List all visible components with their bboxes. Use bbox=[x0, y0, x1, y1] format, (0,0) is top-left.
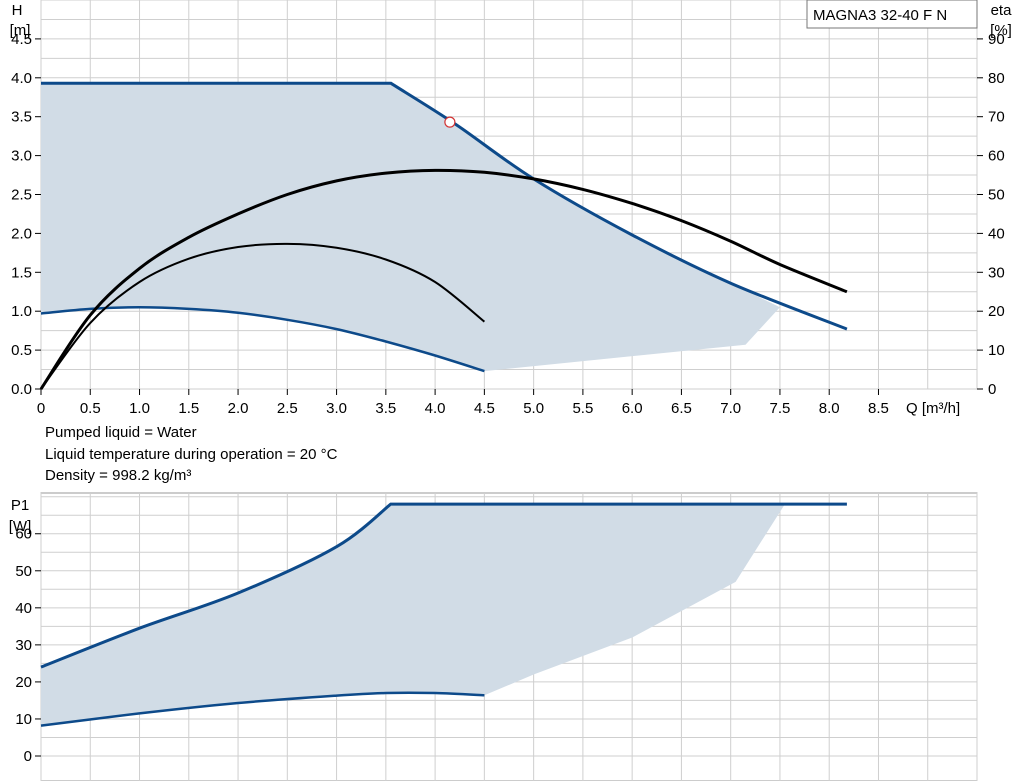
power-chart: 0 10 20 30 40 50 60 P1 [W] bbox=[9, 492, 978, 781]
operating-area bbox=[41, 83, 780, 372]
y-axis-title-unit: [m] bbox=[10, 22, 31, 39]
power-tick-label: 40 bbox=[15, 600, 32, 617]
y2-tick-label: 60 bbox=[988, 148, 1005, 165]
x-tick-label: 5.5 bbox=[572, 400, 593, 417]
x-tick-label: 6.5 bbox=[671, 400, 692, 417]
x-tick-label: 3.0 bbox=[326, 400, 347, 417]
power-tick-label: 50 bbox=[15, 563, 32, 580]
x-tick-label: 1.0 bbox=[129, 400, 150, 417]
x-tick-label: 0.5 bbox=[80, 400, 101, 417]
x-tick-label: 4.0 bbox=[425, 400, 446, 417]
x-tick-label: 0 bbox=[37, 400, 45, 417]
y-tick-label: 2.0 bbox=[11, 225, 32, 242]
power-area bbox=[41, 504, 785, 726]
power-tick-label: 60 bbox=[15, 526, 32, 543]
x-tick-label: 2.5 bbox=[277, 400, 298, 417]
model-label: MAGNA3 32-40 F N bbox=[813, 7, 947, 24]
efficiency-max-curve bbox=[39, 168, 848, 390]
y-tick-label: 4.5 bbox=[11, 31, 32, 48]
power-tick-label: 0 bbox=[24, 748, 32, 765]
power-tick-label: 10 bbox=[15, 711, 32, 728]
liquid-temperature-text: Liquid temperature during operation = 20… bbox=[45, 446, 338, 463]
y-tick-label: 2.5 bbox=[11, 187, 32, 204]
y-tick-label: 0.5 bbox=[11, 342, 32, 359]
power-y-axis-ticks: 0 10 20 30 40 50 60 bbox=[15, 526, 41, 765]
x-tick-label: 1.5 bbox=[178, 400, 199, 417]
y2-tick-label: 10 bbox=[988, 342, 1005, 359]
y-tick-label: 3.5 bbox=[11, 109, 32, 126]
y-tick-label: 1.5 bbox=[11, 264, 32, 281]
x-axis-ticks: 0 0.5 1.0 1.5 2.0 2.5 3.0 3.5 4.0 4.5 5.0 5.5 6.0 6.5… bbox=[37, 389, 889, 417]
x-tick-label: 5.0 bbox=[523, 400, 544, 417]
y2-axis-title-eta: eta bbox=[991, 2, 1013, 19]
x-tick-label: 7.0 bbox=[720, 400, 741, 417]
y2-tick-label: 90 bbox=[988, 31, 1005, 48]
model-label-box bbox=[806, 0, 978, 29]
y2-tick-label: 80 bbox=[988, 70, 1005, 87]
x-tick-label: 2.0 bbox=[228, 400, 249, 417]
y-axis-title-h: H bbox=[12, 2, 23, 19]
power-tick-label: 30 bbox=[15, 637, 32, 654]
min-head-curve bbox=[40, 306, 485, 373]
power-axis-title: P1 bbox=[11, 497, 29, 514]
min-power-curve bbox=[40, 691, 485, 727]
y-tick-label: 4.0 bbox=[11, 70, 32, 87]
y2-axis-ticks: 0 10 20 30 40 50 60 70 80 90 bbox=[977, 31, 1005, 398]
y2-tick-label: 70 bbox=[988, 109, 1005, 126]
y2-tick-label: 40 bbox=[988, 225, 1005, 242]
y2-axis-title-unit: [%] bbox=[990, 22, 1012, 39]
duty-point-marker[interactable] bbox=[444, 116, 456, 128]
max-power-curve bbox=[40, 502, 847, 669]
y2-tick-label: 50 bbox=[988, 187, 1005, 204]
head-efficiency-chart: 0 0.5 1.0 1.5 2.0 2.5 3.0 3.5 4.0 4.5 5.0 5.5 6.0 6.5… bbox=[10, 0, 1013, 417]
pumped-liquid-text: Pumped liquid = Water bbox=[45, 424, 197, 441]
y2-tick-label: 20 bbox=[988, 303, 1005, 320]
y2-tick-label: 0 bbox=[988, 381, 996, 398]
y-tick-label: 0.0 bbox=[11, 381, 32, 398]
x-axis-title: Q [m³/h] bbox=[906, 400, 960, 417]
x-tick-label: 8.5 bbox=[868, 400, 889, 417]
y-tick-label: 1.0 bbox=[11, 303, 32, 320]
power-tick-label: 20 bbox=[15, 674, 32, 691]
x-tick-label: 8.0 bbox=[819, 400, 840, 417]
power-axis-unit: [W] bbox=[9, 518, 32, 535]
efficiency-min-curve bbox=[40, 242, 486, 390]
density-text: Density = 998.2 kg/m³ bbox=[45, 467, 192, 484]
x-tick-label: 4.5 bbox=[474, 400, 495, 417]
x-tick-label: 7.5 bbox=[770, 400, 791, 417]
y-tick-label: 3.0 bbox=[11, 148, 32, 165]
x-tick-label: 3.5 bbox=[375, 400, 396, 417]
y2-tick-label: 30 bbox=[988, 264, 1005, 281]
y-axis-ticks: 0.0 0.5 1.0 1.5 2.0 2.5 3.0 3.5 4.0 4.5 bbox=[11, 31, 41, 398]
x-tick-label: 6.0 bbox=[622, 400, 643, 417]
